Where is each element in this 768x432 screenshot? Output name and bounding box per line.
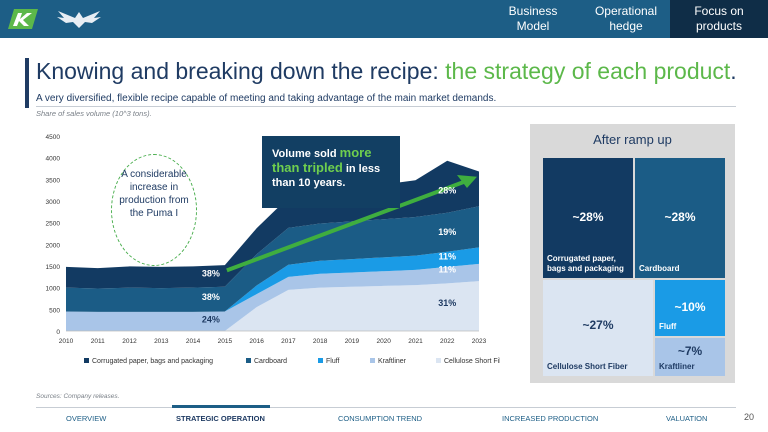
data-label-2015: 38% — [202, 268, 220, 278]
legend-swatch — [84, 358, 89, 363]
data-label-2015: 24% — [202, 314, 220, 324]
y-tick-label: 1500 — [46, 264, 61, 271]
legend-label: Cardboard — [254, 358, 287, 365]
y-tick-label: 2500 — [46, 221, 61, 228]
data-label-2023: 19% — [438, 227, 456, 237]
y-tick-label: 3000 — [46, 199, 61, 206]
tile-cellulose: ~27% Cellulose Short Fiber — [543, 280, 653, 376]
x-tick-label: 2023 — [472, 338, 487, 345]
y-tick-label: 500 — [49, 307, 60, 314]
wings-logo — [57, 11, 101, 28]
x-tick-label: 2010 — [59, 338, 74, 345]
legend-label: Cellulose Short Fiber — [444, 358, 500, 365]
page-title: Knowing and breaking down the recipe: th… — [36, 58, 737, 84]
area-series — [66, 263, 479, 331]
panel-title: After ramp up — [593, 132, 672, 147]
y-tick-label: 0 — [56, 329, 60, 336]
highlight-circle — [111, 154, 197, 266]
callout-box: Volume sold more than tripled in less th… — [262, 136, 400, 208]
page-subtitle: A very diversified, flexible recipe capa… — [36, 93, 497, 104]
y-tick-label: 1000 — [46, 286, 61, 293]
divider — [36, 106, 736, 107]
x-tick-label: 2022 — [440, 338, 455, 345]
x-tick-label: 2012 — [122, 338, 137, 345]
growth-arrow-line — [226, 179, 466, 273]
data-label-2023: 11% — [438, 252, 456, 262]
footer-divider — [36, 407, 736, 408]
top-bar — [0, 0, 768, 38]
data-label-2015: 38% — [202, 292, 220, 302]
legend-label: Fluff — [326, 358, 340, 365]
y-tick-label: 4000 — [46, 156, 61, 163]
tile-cardboard: ~28% Cardboard — [635, 158, 725, 278]
y-tick-label: 2000 — [46, 242, 61, 249]
tile-fluff: ~10% Fluff — [655, 280, 725, 336]
legend-swatch — [246, 358, 251, 363]
footer-nav-increased-production[interactable]: INCREASED PRODUCTION — [502, 414, 599, 423]
page-number: 20 — [744, 412, 755, 422]
legend-swatch — [318, 358, 323, 363]
footer-nav-strategic-operation[interactable]: STRATEGIC OPERATION — [176, 414, 265, 423]
tile-corrugated: ~28% Corrugated paper, bags and packagin… — [543, 158, 633, 278]
y-tick-label: 4500 — [46, 134, 61, 141]
source-note: Sources: Company releases. — [36, 393, 120, 400]
growth-arrow-head — [457, 175, 477, 188]
x-tick-label: 2016 — [249, 338, 264, 345]
area-series — [66, 281, 479, 331]
title-accent-bar — [25, 58, 29, 108]
data-label-2023: 11% — [438, 265, 456, 275]
area-series — [66, 247, 479, 312]
footer-nav-valuation[interactable]: VALUATION — [666, 414, 708, 423]
x-tick-label: 2015 — [218, 338, 233, 345]
footer-nav-overview[interactable]: OVERVIEW — [66, 414, 107, 423]
x-tick-label: 2021 — [408, 338, 423, 345]
nav-business-model[interactable]: Business Model — [508, 4, 558, 33]
legend-label: Kraftliner — [378, 358, 407, 365]
x-tick-label: 2019 — [345, 338, 360, 345]
x-tick-label: 2018 — [313, 338, 328, 345]
legend-swatch — [436, 358, 441, 363]
area-series — [66, 206, 479, 312]
y-tick-label: 3500 — [46, 177, 61, 184]
company-logo — [8, 9, 38, 29]
x-tick-label: 2017 — [281, 338, 296, 345]
x-tick-label: 2011 — [91, 338, 105, 345]
circle-annotation: A considerable increase in production fr… — [119, 169, 189, 219]
legend-label: Corrugated paper, bags and packaging — [92, 358, 213, 365]
x-tick-label: 2020 — [376, 338, 391, 345]
footer-active-indicator — [172, 405, 270, 408]
nav-focus-on-products[interactable]: Focus on products — [670, 0, 768, 38]
data-label-2023: 31% — [438, 298, 456, 308]
chart-note: Share of sales volume (10^3 tons). — [36, 109, 152, 118]
tile-kraftliner: ~7% Kraftliner — [655, 338, 725, 376]
x-tick-label: 2013 — [154, 338, 169, 345]
footer-nav-consumption-trend[interactable]: CONSUMPTION TREND — [338, 414, 423, 423]
x-tick-label: 2014 — [186, 338, 201, 345]
data-label-2023: 28% — [438, 186, 456, 196]
legend-swatch — [370, 358, 375, 363]
sales-volume-chart: 0 500 1000 1500 2000 2500 3000 3500 4000 4500 2010… — [46, 134, 500, 365]
nav-operational-hedge[interactable]: Operational hedge — [594, 4, 658, 33]
